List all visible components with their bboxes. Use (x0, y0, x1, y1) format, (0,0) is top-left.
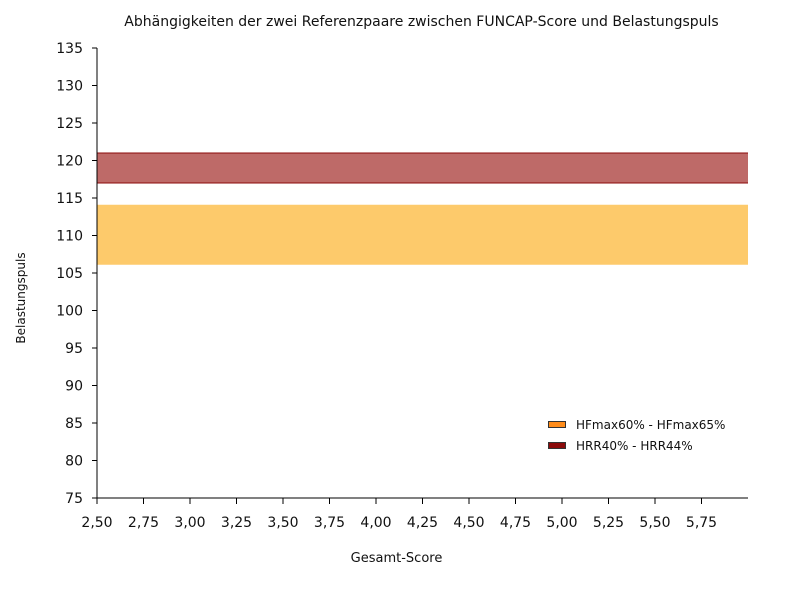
x-axis-label: Gesamt-Score (350, 551, 443, 566)
legend: HFmax60% - HFmax65% HRR40% - HRR44% (548, 414, 725, 456)
x-tick-label: 4,50 (453, 515, 484, 531)
legend-item: HFmax60% - HFmax65% (548, 414, 725, 435)
x-tick-label: 5,25 (593, 515, 624, 531)
legend-swatch (548, 442, 566, 449)
x-tick-label: 2,75 (128, 515, 159, 531)
y-axis-label: Belastungspuls (14, 252, 28, 344)
band-0 (97, 204, 748, 265)
y-tick-label: 120 (56, 154, 83, 170)
y-tick-label: 125 (56, 116, 83, 132)
x-tick-label: 3,00 (174, 515, 205, 531)
chart-title: Abhängigkeiten der zwei Referenzpaare zw… (124, 14, 719, 30)
x-tick-label: 3,75 (314, 515, 345, 531)
y-tick-label: 75 (65, 491, 83, 507)
band-1 (97, 153, 748, 183)
y-tick-label: 95 (65, 341, 83, 357)
legend-swatch (548, 421, 566, 428)
x-tick-label: 5,75 (686, 515, 717, 531)
legend-label: HFmax60% - HFmax65% (576, 417, 726, 432)
x-tick-label: 5,00 (546, 515, 577, 531)
y-tick-label: 135 (56, 41, 83, 57)
x-tick-label: 3,25 (221, 515, 252, 531)
y-tick-label: 85 (65, 416, 83, 432)
y-tick-label: 90 (65, 379, 83, 395)
y-tick-label: 80 (65, 454, 83, 470)
y-tick-label: 100 (56, 304, 83, 320)
legend-item: HRR40% - HRR44% (548, 435, 725, 456)
y-tick-label: 130 (56, 79, 83, 95)
x-tick-label: 4,00 (360, 515, 391, 531)
x-tick-label: 5,50 (639, 515, 670, 531)
x-tick-label: 4,75 (500, 515, 531, 531)
x-tick-label: 4,25 (407, 515, 438, 531)
x-tick-label: 2,50 (81, 515, 112, 531)
legend-label: HRR40% - HRR44% (576, 438, 693, 453)
y-tick-label: 115 (56, 191, 83, 207)
y-tick-label: 105 (56, 266, 83, 282)
x-tick-label: 3,50 (267, 515, 298, 531)
y-tick-label: 110 (56, 229, 83, 245)
